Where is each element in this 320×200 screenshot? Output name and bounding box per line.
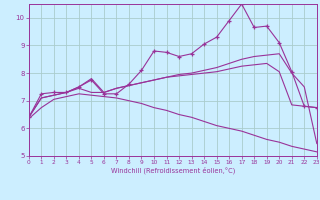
X-axis label: Windchill (Refroidissement éolien,°C): Windchill (Refroidissement éolien,°C) (111, 167, 235, 174)
